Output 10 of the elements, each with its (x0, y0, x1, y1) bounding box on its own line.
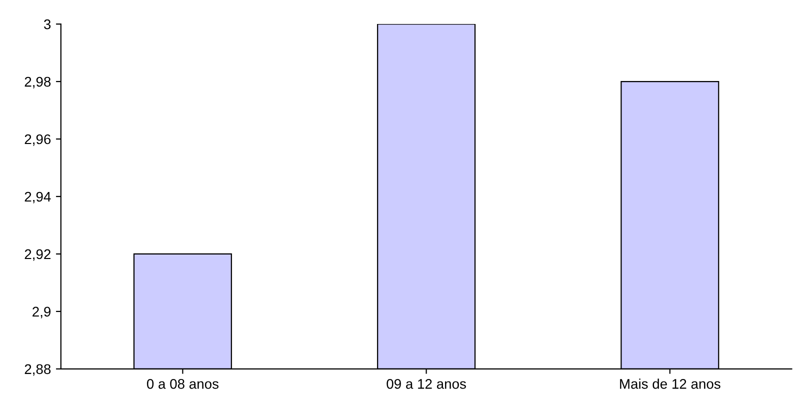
x-tick-label: 09 a 12 anos (386, 379, 466, 389)
y-tick-label: 3 (44, 19, 51, 30)
y-tick-label: 2,94 (24, 192, 51, 204)
y-tick-label: 2,9 (32, 306, 51, 318)
y-tick-label: 2,92 (24, 249, 50, 261)
x-tick-label: 0 a 08 anos (146, 379, 218, 389)
y-tick-label: 2,98 (24, 76, 51, 88)
y-tick-label: 2,96 (24, 134, 51, 146)
y-tick-label: 2,88 (24, 364, 51, 376)
x-tick-label: Mais de 12 anos (620, 378, 720, 389)
